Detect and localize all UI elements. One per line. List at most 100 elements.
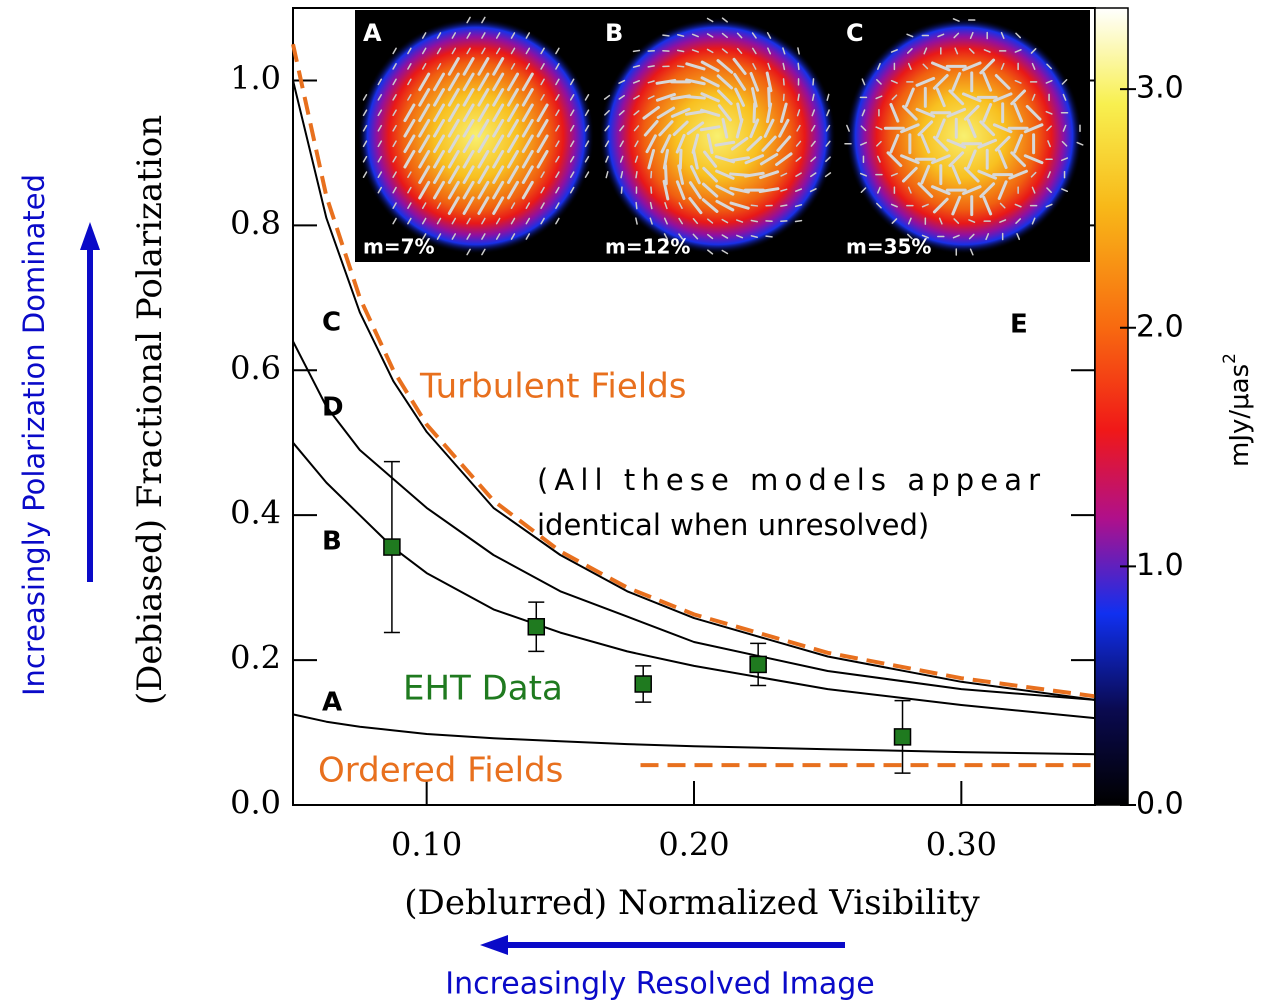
inset-vector [780,172,788,177]
inset-vector [362,140,368,148]
inset-vector [1000,62,1005,70]
inset-vector [859,141,867,146]
data-point [383,538,401,556]
inset-vector [1025,104,1042,121]
inset-vector [462,118,475,138]
inset-vector [917,120,934,137]
inset-vector [392,109,397,117]
inset-vector [678,217,684,225]
inset-vector [953,218,960,224]
inset-vector [963,104,980,121]
inset-vector [466,32,471,39]
inset-vector [750,204,759,207]
inset-vector [961,92,982,103]
inset-vector [510,63,516,70]
inset-vector [521,118,534,138]
inset-vector [948,89,965,106]
y-tick-label: 0.6 [230,349,281,387]
inset-vector [715,184,735,196]
inset-vector [999,202,1006,209]
y-tick-label: 1.0 [230,59,281,97]
inset-vector [1031,186,1036,194]
inset-vector [569,186,575,194]
inset-vector [462,180,475,200]
inset-vector [968,219,976,223]
inset-vector [715,199,735,212]
inset-vector [782,47,786,55]
inset-vector [809,188,817,193]
inset-vector [1008,169,1028,180]
inset-vector [715,169,735,180]
inset-vector [1046,125,1052,132]
inset-vector [951,164,962,185]
inset-vector [1047,140,1051,148]
inset-vector [952,18,960,22]
inset-vector [930,185,951,196]
inset-vector [536,134,549,154]
inset-vector [392,78,397,86]
inset-vector [759,170,780,180]
inset-vector [678,202,683,210]
inset-vector [692,233,699,240]
inset-vector [521,149,534,169]
inset-vector [647,80,655,84]
inset-vector [676,65,685,68]
inset-text: m=7% [363,235,435,259]
inset-vector [796,124,801,132]
side-note: Increasingly Resolved Image [445,967,875,1002]
series-line [292,80,1096,701]
inset-vector [1015,32,1022,39]
inset-vector [985,233,990,241]
inset-vector [377,109,383,117]
inset-vector [536,118,549,138]
inset-vector [700,60,720,73]
inset-vector [886,151,903,168]
inset-vector [421,217,427,225]
inset-vector [447,72,460,92]
inset-vector [969,31,974,39]
colorbar-label-superscript: 2 [1220,353,1240,364]
inset-vector [685,109,706,116]
inset-vector [902,104,918,121]
series-line [292,713,1096,756]
inset-vector [656,106,676,119]
inset-vector [521,72,534,92]
inset-vector [407,171,412,179]
inset-vector [481,32,486,39]
inset-vector [647,65,655,68]
inset-vector [997,180,1008,200]
y-tick-label: 0.4 [230,494,281,532]
side-arrow-head [480,935,508,955]
inset-vector [495,217,501,225]
inset-vector [447,88,460,107]
inset-vector [890,203,898,208]
inset-vector [507,103,519,123]
inset-vector [706,33,714,38]
annotation: identical when unresolved) [537,508,929,542]
inset-vector [721,249,729,255]
inset-vector [968,48,975,54]
inset-vector [700,92,720,103]
inset-vector [701,182,719,198]
inset-vector [495,233,501,240]
inset-vector [462,134,475,154]
inset-label: C [846,19,864,47]
inset-vector [632,64,641,68]
series-label: B [322,527,342,557]
inset-vector [619,140,624,148]
inset-vector [507,134,519,154]
inset-vector [507,180,519,200]
inset-vector [904,87,915,108]
inset-vector [569,155,575,163]
inset-vector [721,234,729,239]
inset-vector [677,164,685,185]
inset-vector [477,118,490,138]
inset-vector [362,124,368,132]
inset-vector [810,156,817,162]
inset-vector [977,169,998,180]
inset-vector [811,109,816,117]
inset-vector [707,218,714,224]
inset-vector [994,135,1011,152]
inset-vector [1076,141,1084,146]
inset-vector [555,63,560,70]
